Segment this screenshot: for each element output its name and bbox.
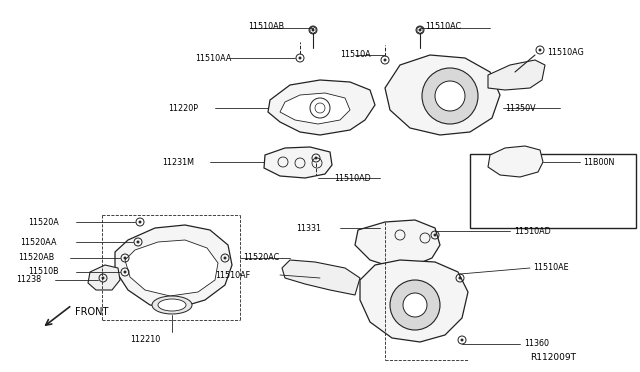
Circle shape bbox=[459, 277, 461, 279]
Text: 112210: 112210 bbox=[130, 336, 160, 344]
Circle shape bbox=[403, 293, 427, 317]
Circle shape bbox=[435, 81, 465, 111]
Polygon shape bbox=[268, 80, 375, 135]
Text: 11510AD: 11510AD bbox=[334, 173, 371, 183]
Polygon shape bbox=[488, 146, 543, 177]
Circle shape bbox=[224, 257, 226, 259]
Circle shape bbox=[312, 29, 314, 31]
Text: 11520AA: 11520AA bbox=[20, 237, 56, 247]
Polygon shape bbox=[125, 240, 218, 296]
Text: 11331: 11331 bbox=[296, 224, 321, 232]
Circle shape bbox=[315, 157, 317, 159]
Polygon shape bbox=[264, 147, 332, 178]
Circle shape bbox=[539, 49, 541, 51]
Polygon shape bbox=[417, 26, 423, 33]
Text: 11510AC: 11510AC bbox=[425, 22, 461, 31]
Circle shape bbox=[434, 234, 436, 236]
Text: 11510A: 11510A bbox=[340, 49, 371, 58]
Text: 11350V: 11350V bbox=[505, 103, 536, 112]
Circle shape bbox=[390, 280, 440, 330]
Circle shape bbox=[422, 68, 478, 124]
Ellipse shape bbox=[152, 296, 192, 314]
Polygon shape bbox=[282, 260, 360, 295]
Text: 11510AF: 11510AF bbox=[215, 270, 250, 279]
Circle shape bbox=[419, 29, 421, 31]
Bar bbox=[470, 154, 636, 228]
Text: 11220P: 11220P bbox=[168, 103, 198, 112]
Polygon shape bbox=[360, 260, 468, 342]
Text: 11510AA: 11510AA bbox=[195, 54, 232, 62]
Polygon shape bbox=[115, 225, 232, 308]
Circle shape bbox=[124, 271, 126, 273]
Text: 11231M: 11231M bbox=[162, 157, 194, 167]
Circle shape bbox=[102, 277, 104, 279]
Circle shape bbox=[139, 221, 141, 223]
Text: 11520A: 11520A bbox=[28, 218, 59, 227]
Text: R112009T: R112009T bbox=[530, 353, 576, 362]
Text: 11B00N: 11B00N bbox=[583, 157, 614, 167]
Polygon shape bbox=[385, 55, 500, 135]
Circle shape bbox=[461, 339, 463, 341]
Text: 11238: 11238 bbox=[16, 276, 41, 285]
Polygon shape bbox=[355, 220, 440, 268]
Text: 11510AB: 11510AB bbox=[248, 22, 284, 31]
Text: 11510B: 11510B bbox=[28, 267, 59, 276]
Text: 11360: 11360 bbox=[524, 340, 549, 349]
Circle shape bbox=[137, 241, 140, 243]
Circle shape bbox=[124, 257, 126, 259]
Text: FRONT: FRONT bbox=[75, 307, 108, 317]
Circle shape bbox=[299, 57, 301, 59]
Circle shape bbox=[384, 59, 386, 61]
Text: 11510AE: 11510AE bbox=[533, 263, 568, 273]
Text: 11520AB: 11520AB bbox=[18, 253, 54, 263]
Polygon shape bbox=[88, 265, 120, 290]
Polygon shape bbox=[310, 26, 316, 33]
Polygon shape bbox=[488, 60, 545, 90]
Polygon shape bbox=[280, 93, 350, 124]
Ellipse shape bbox=[158, 299, 186, 311]
Text: 11510AG: 11510AG bbox=[547, 48, 584, 57]
Text: 11510AD: 11510AD bbox=[514, 227, 551, 235]
Text: 11520AC: 11520AC bbox=[243, 253, 279, 263]
